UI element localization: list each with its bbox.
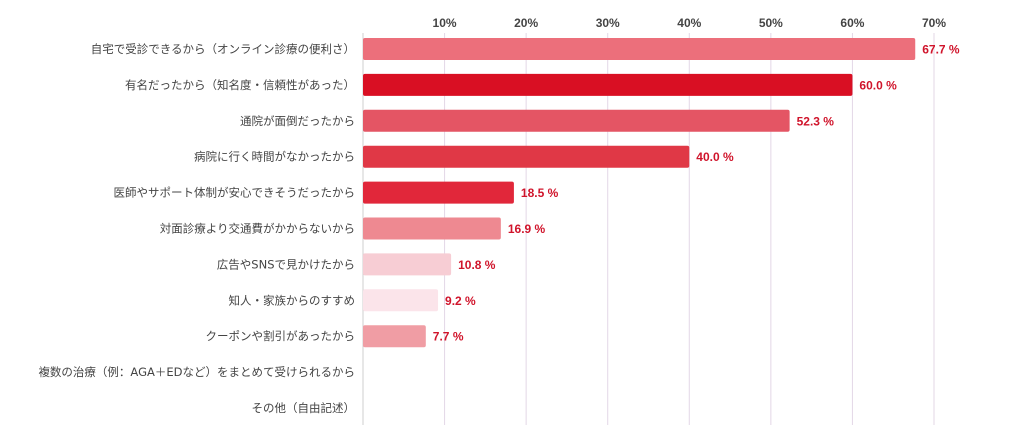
bar — [363, 217, 501, 240]
category-label: 有名だったから（知名度・信頼性があった） — [125, 78, 355, 92]
category-labels: 自宅で受診できるから（オンライン診療の便利さ） 有名だったから（知名度・信頼性があ… — [38, 42, 355, 415]
bars — [363, 38, 916, 348]
category-label: 医師やサポート体制が安心できそうだったから — [114, 186, 356, 200]
bar — [363, 73, 853, 96]
value-label: 67.7 % — [922, 43, 960, 57]
category-label: 対面診療より交通費がかからないから — [160, 222, 355, 236]
value-label: 60.0 % — [859, 78, 897, 92]
category-label: 自宅で受診できるから（オンライン診療の便利さ） — [91, 42, 355, 56]
value-label: 7.7 % — [433, 330, 464, 344]
value-label: 10.8 % — [458, 258, 496, 272]
category-label: 複数の治療（例：AGA＋EDなど）をまとめて受けられるから — [38, 365, 355, 379]
x-tick-label: 10% — [433, 16, 457, 30]
bar — [363, 289, 439, 312]
x-tick-label: 50% — [759, 16, 783, 30]
x-axis-ticks: 10% 20% 30% 40% 50% 60% 70% — [433, 16, 947, 30]
value-label: 18.5 % — [521, 186, 559, 200]
bar — [363, 253, 452, 276]
value-label: 9.2 % — [445, 294, 476, 308]
bar — [363, 325, 426, 348]
bar — [363, 181, 514, 204]
bar — [363, 145, 690, 168]
value-label: 52.3 % — [797, 114, 835, 128]
category-label: 病院に行く時間がなかったから — [194, 150, 355, 164]
category-label: クーポンや割引があったから — [206, 329, 356, 343]
category-label: 通院が面倒だったから — [240, 114, 355, 128]
category-label: その他（自由記述） — [252, 401, 356, 415]
category-label: 知人・家族からのすすめ — [229, 293, 356, 307]
value-labels: 67.7 % 60.0 % 52.3 % 40.0 % 18.5 % 16.9 % 10.8… — [433, 43, 960, 344]
value-label: 40.0 % — [696, 150, 734, 164]
x-tick-label: 30% — [596, 16, 620, 30]
x-tick-label: 60% — [840, 16, 864, 30]
category-label: 広告やSNSで見かけたから — [217, 257, 355, 271]
value-label: 16.9 % — [508, 222, 546, 236]
x-tick-label: 40% — [677, 16, 701, 30]
bar — [363, 38, 916, 60]
x-tick-label: 20% — [514, 16, 538, 30]
gridlines — [362, 33, 935, 425]
bar — [363, 109, 790, 132]
x-tick-label: 70% — [922, 16, 946, 30]
